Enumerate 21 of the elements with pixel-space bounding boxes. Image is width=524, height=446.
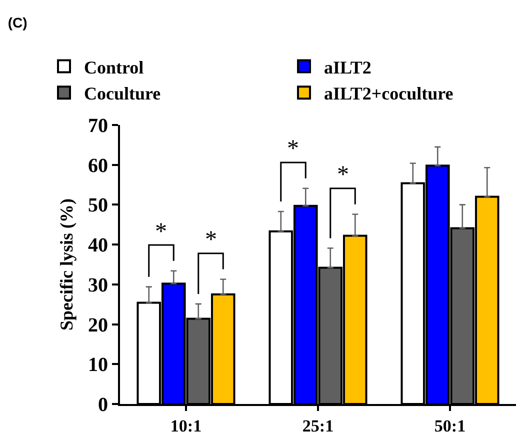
annotation: * bbox=[155, 219, 167, 245]
annotation: * bbox=[205, 227, 217, 253]
legend-label: Coculture bbox=[84, 84, 161, 104]
x-tick-label: 25:1 bbox=[302, 416, 334, 436]
x-tick-label: 50:1 bbox=[434, 416, 466, 436]
y-tick-label: 60 bbox=[88, 154, 108, 177]
chart-title: (C) bbox=[8, 14, 28, 31]
y-tick-label: 30 bbox=[88, 274, 108, 296]
y-tick-label: 20 bbox=[88, 314, 108, 336]
annotation: * bbox=[337, 162, 349, 188]
x-tick-label: 10:1 bbox=[170, 416, 202, 436]
y-tick-label: 10 bbox=[88, 354, 108, 376]
y-tick-label: 40 bbox=[88, 234, 108, 257]
y-tick-label: 70 bbox=[88, 115, 108, 137]
legend-label: aILT2+coculture bbox=[324, 84, 454, 104]
y-tick-label: 50 bbox=[88, 194, 108, 217]
annotation: * bbox=[287, 136, 299, 162]
legend-label: Control bbox=[84, 57, 144, 78]
y-axis-title: Specific lysis (%) bbox=[56, 198, 77, 330]
y-tick-label: 0 bbox=[98, 394, 108, 416]
legend-label: aILT2 bbox=[324, 57, 372, 78]
